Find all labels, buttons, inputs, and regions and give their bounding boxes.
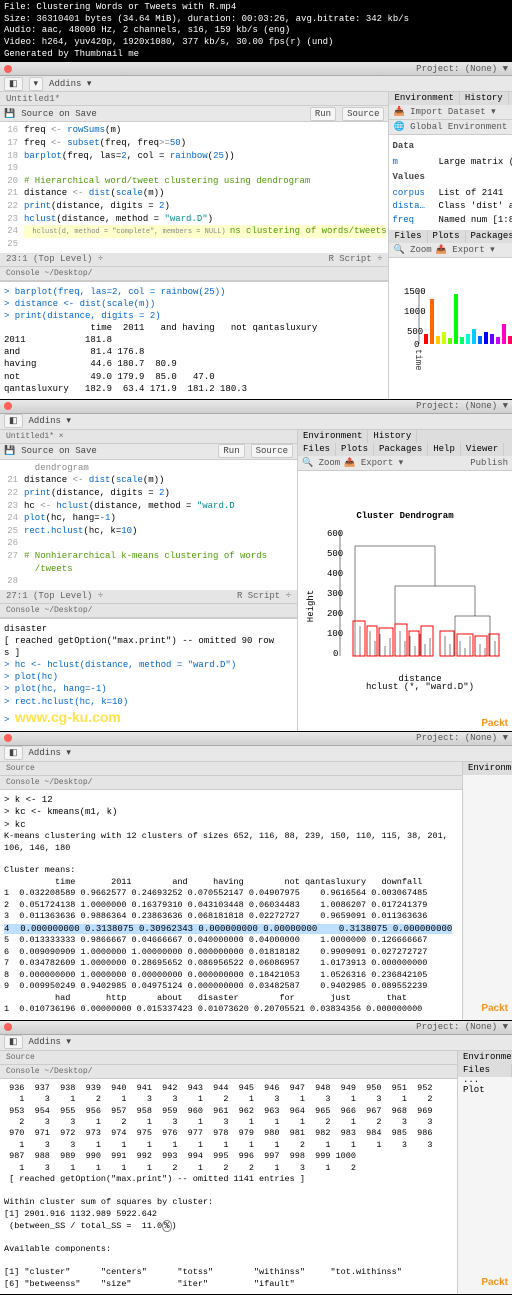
console-tab[interactable]: Console ~/Desktop/ xyxy=(0,267,388,281)
svg-text:hclust (*, "ward.D"): hclust (*, "ward.D") xyxy=(366,682,474,692)
plot-barplot: 1500 1000 500 0 xyxy=(389,258,512,398)
editor-toolbar: 💾 Source on Save Run Source xyxy=(0,106,388,122)
gen-line: Generated by Thumbnail me xyxy=(4,49,508,61)
open-button[interactable]: ▾ xyxy=(29,77,44,91)
video-line: Video: h264, yuv420p, 1920x1080, 377 kb/… xyxy=(4,37,508,49)
save-icon[interactable]: 💾 xyxy=(4,109,15,119)
file-line: File: Clustering Words or Tweets with R.… xyxy=(4,2,508,14)
svg-text:200: 200 xyxy=(327,609,343,619)
new-file-button[interactable]: ◧ xyxy=(4,77,23,91)
console-tab[interactable]: Console ~/Desktop/ xyxy=(0,1065,457,1079)
project-label: Project: (None) ▼ xyxy=(416,64,508,74)
global-env[interactable]: 🌐 Global Environment ▾ xyxy=(393,122,512,132)
svg-text:Height: Height xyxy=(306,590,316,622)
window-titlebar: Project: (None) ▼ xyxy=(0,62,512,76)
addins-button[interactable]: Addins ▾ xyxy=(49,79,91,89)
packt-logo: Packt xyxy=(481,1003,508,1014)
watermark: www.cg-ku.com xyxy=(15,709,121,725)
svg-text:300: 300 xyxy=(327,589,343,599)
svg-text:600: 600 xyxy=(327,529,343,539)
env-tabs: Environment History xyxy=(389,92,512,105)
source-tab[interactable]: Source xyxy=(0,1051,457,1065)
barplot-svg: 1500 1000 500 0 xyxy=(399,284,512,374)
code-editor[interactable]: 16freq <- rowSums(m) 17freq <- subset(fr… xyxy=(0,122,388,252)
kmeans-output[interactable]: > k <- 12 > kc <- kmeans(m1, k) > kc K-m… xyxy=(0,790,462,1020)
publish-button[interactable]: Publish xyxy=(470,458,508,468)
video-info-header: File: Clustering Words or Tweets with R.… xyxy=(0,0,512,62)
console-tab[interactable]: Console ~/Desktop/ xyxy=(0,776,462,790)
close-icon[interactable] xyxy=(4,1023,12,1031)
editor-tab[interactable]: Untitled1* xyxy=(0,92,388,106)
svg-text:500: 500 xyxy=(407,327,423,337)
close-icon[interactable] xyxy=(4,65,12,73)
main-toolbar: ◧ ▾ Addins ▾ xyxy=(0,76,512,92)
env-tab[interactable]: Environment xyxy=(389,92,459,105)
svg-text:time: time xyxy=(413,349,423,371)
cluster-vector-output[interactable]: 936 937 938 939 940 941 942 943 944 945 … xyxy=(0,1079,457,1294)
close-icon[interactable] xyxy=(4,734,12,742)
dendrogram-svg: Cluster Dendrogram Height 600 500 400 30… xyxy=(305,506,505,696)
svg-text:1500: 1500 xyxy=(404,287,426,297)
data-header: Data xyxy=(392,140,512,154)
import-button[interactable]: 📥 Import Dataset ▾ xyxy=(393,107,495,117)
dendrogram-plot: Cluster Dendrogram Height 600 500 400 30… xyxy=(298,471,512,731)
environment-pane: Data mm Large matrix (…Large matrix (… V… xyxy=(389,135,512,230)
env-toolbar: 📥 Import Dataset ▾ ≡ List ▾ xyxy=(389,105,512,120)
code-editor-2[interactable]: dendrogram 21distance <- dist(scale(m)) … xyxy=(0,460,297,590)
editor-tab[interactable]: Untitled1* × xyxy=(0,430,297,444)
editor-status: 23:1 (Top Level) ÷R Script ÷ xyxy=(0,253,388,267)
svg-text:400: 400 xyxy=(327,569,343,579)
svg-text:500: 500 xyxy=(327,549,343,559)
files-tabs: Files Plots Packages Help Viewer xyxy=(389,230,512,243)
rstudio-panel-2: Project: (None) ▼ ◧Addins ▾ Untitled1* ×… xyxy=(0,400,512,731)
run-button[interactable]: Run xyxy=(310,107,336,121)
source-on-save[interactable]: Source on Save xyxy=(21,109,97,119)
svg-text:0: 0 xyxy=(333,649,338,659)
source-tab[interactable]: Source xyxy=(0,762,462,776)
close-icon[interactable] xyxy=(4,402,12,410)
history-tab[interactable]: History xyxy=(460,92,509,105)
rstudio-panel-4: Project: (None) ▼ ◧Addins ▾ Source Conso… xyxy=(0,1021,512,1294)
svg-text:1000: 1000 xyxy=(404,307,426,317)
rstudio-panel-1: Project: (None) ▼ ◧ ▾ Addins ▾ Untitled1… xyxy=(0,62,512,398)
source-button[interactable]: Source xyxy=(342,107,384,121)
console-2[interactable]: disaster [ reached getOption("max.print"… xyxy=(0,618,297,731)
rstudio-panel-3: Project: (None) ▼ ◧Addins ▾ Source Conso… xyxy=(0,732,512,1020)
size-line: Size: 36310401 bytes (34.64 MiB), durati… xyxy=(4,14,508,26)
console-tab[interactable]: Console ~/Desktop/ xyxy=(0,604,297,618)
packt-logo: Packt xyxy=(481,1277,508,1288)
console-output[interactable]: > barplot(freq, las=2, col = rainbow(25)… xyxy=(0,281,388,399)
plot-title: Cluster Dendrogram xyxy=(356,511,454,521)
svg-text:100: 100 xyxy=(327,629,343,639)
audio-line: Audio: aac, 48000 Hz, 2 channels, s16, 1… xyxy=(4,25,508,37)
values-header: Values xyxy=(392,171,512,185)
packt-logo: Packt xyxy=(481,718,508,729)
